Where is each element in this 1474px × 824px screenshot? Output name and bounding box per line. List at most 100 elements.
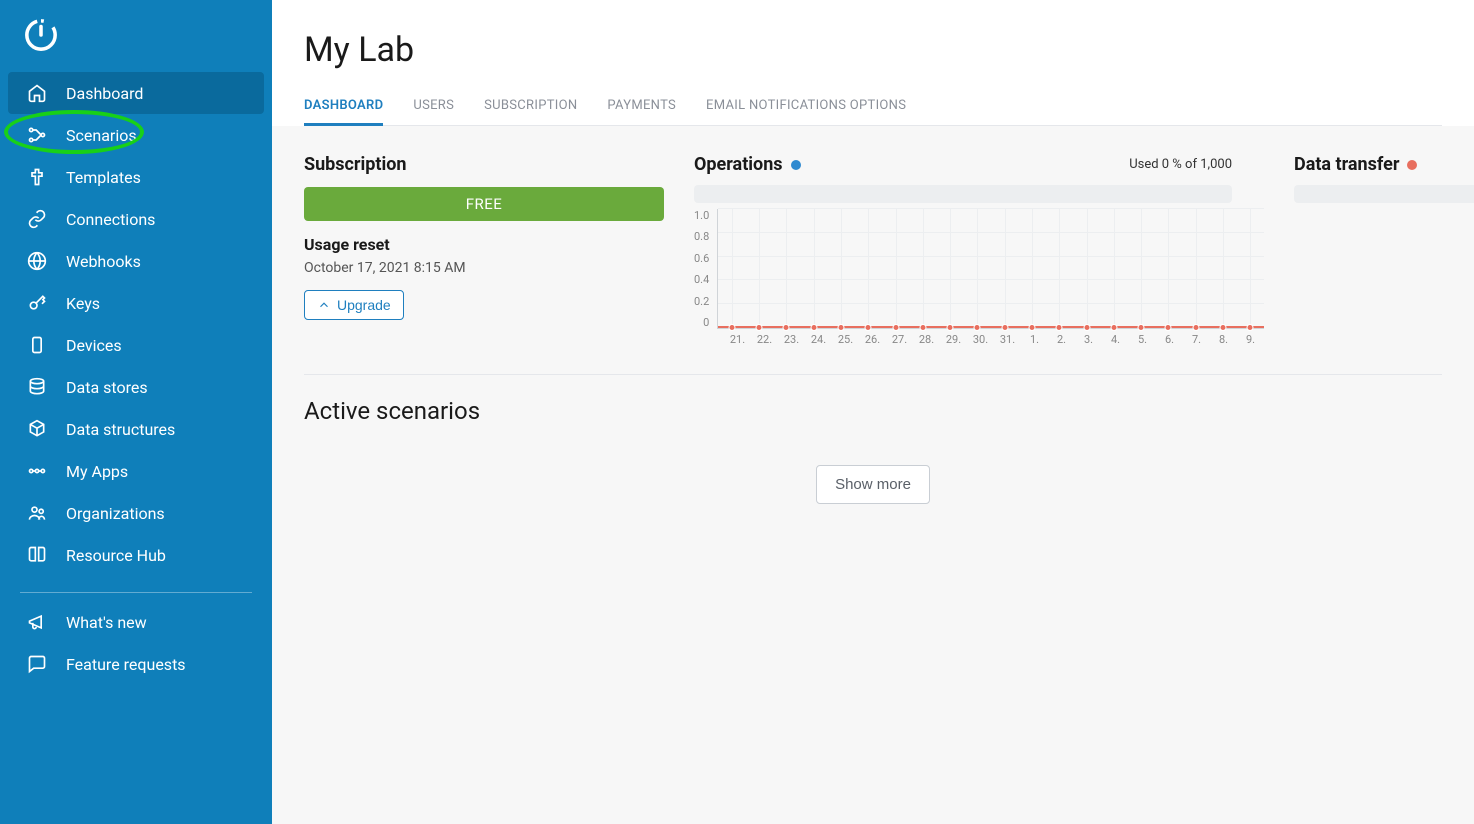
sidebar-item-organizations[interactable]: Organizations xyxy=(8,492,264,534)
tab-dashboard[interactable]: DASHBOARD xyxy=(304,88,383,125)
y-tick: 0.2 xyxy=(694,295,709,308)
chart-point xyxy=(1056,324,1063,331)
x-tick: 5. xyxy=(1129,333,1156,346)
sidebar-item-scenarios[interactable]: Scenarios xyxy=(8,114,264,156)
page-title: My Lab xyxy=(304,30,1442,70)
sidebar-item-label: Organizations xyxy=(66,504,165,523)
sidebar-item-label: Webhooks xyxy=(66,252,141,271)
sidebar-item-label: My Apps xyxy=(66,462,128,481)
operations-progress-bar xyxy=(694,185,1232,203)
x-tick: 31. xyxy=(994,333,1021,346)
organizations-icon xyxy=(26,502,48,524)
x-tick: 24. xyxy=(805,333,832,346)
resourcehub-icon xyxy=(26,544,48,566)
chart-point xyxy=(810,324,817,331)
main: My Lab DASHBOARD USERS SUBSCRIPTION PAYM… xyxy=(272,0,1474,824)
sidebar-item-connections[interactable]: Connections xyxy=(8,198,264,240)
sidebar: Dashboard Scenarios Templates Connection… xyxy=(0,0,272,824)
chart-point xyxy=(1192,324,1199,331)
tabs: DASHBOARD USERS SUBSCRIPTION PAYMENTS EM… xyxy=(304,88,1442,126)
x-tick: 1. xyxy=(1021,333,1048,346)
chart-point xyxy=(1029,324,1036,331)
data-transfer-dot-icon xyxy=(1407,160,1417,170)
usage-reset-value: October 17, 2021 8:15 AM xyxy=(304,260,664,276)
usage-reset-label: Usage reset xyxy=(304,235,664,254)
connections-icon xyxy=(26,208,48,230)
tab-users[interactable]: USERS xyxy=(413,88,454,125)
sidebar-item-label: Devices xyxy=(66,336,122,355)
plan-badge: FREE xyxy=(304,187,664,221)
scenarios-icon xyxy=(26,124,48,146)
sidebar-divider xyxy=(20,592,252,593)
devices-icon xyxy=(26,334,48,356)
chart-point xyxy=(1110,324,1117,331)
topbar: My Lab DASHBOARD USERS SUBSCRIPTION PAYM… xyxy=(272,0,1474,126)
operations-usage-text: Used 0 % of 1,000 xyxy=(1129,157,1232,172)
x-tick: 9. xyxy=(1237,333,1264,346)
y-tick: 1.0 xyxy=(694,209,709,222)
data-transfer-card: Data transfer xyxy=(1294,154,1474,346)
data-transfer-title: Data transfer xyxy=(1294,154,1399,175)
x-tick: 21. xyxy=(724,333,751,346)
sidebar-item-resourcehub[interactable]: Resource Hub xyxy=(8,534,264,576)
sidebar-item-label: Data stores xyxy=(66,378,148,397)
sidebar-item-label: Feature requests xyxy=(66,655,186,674)
chart-point xyxy=(919,324,926,331)
templates-icon xyxy=(26,166,48,188)
upgrade-button[interactable]: Upgrade xyxy=(304,290,404,320)
chart-series-line xyxy=(718,326,1264,328)
sidebar-item-datastores[interactable]: Data stores xyxy=(8,366,264,408)
dashboard-row: Subscription FREE Usage reset October 17… xyxy=(304,154,1474,346)
webhooks-icon xyxy=(26,250,48,272)
chart-point xyxy=(1247,324,1254,331)
chart-point xyxy=(1165,324,1172,331)
sidebar-nav-secondary: What's new Feature requests xyxy=(0,601,272,715)
tab-email-notifications[interactable]: EMAIL NOTIFICATIONS OPTIONS xyxy=(706,88,906,125)
chart-point xyxy=(1138,324,1145,331)
sidebar-item-devices[interactable]: Devices xyxy=(8,324,264,366)
tab-subscription[interactable]: SUBSCRIPTION xyxy=(484,88,577,125)
chart-point xyxy=(1001,324,1008,331)
tab-payments[interactable]: PAYMENTS xyxy=(607,88,676,125)
chart-point xyxy=(947,324,954,331)
comment-icon xyxy=(26,653,48,675)
chart-y-axis: 1.00.80.60.40.20 xyxy=(694,209,717,329)
sidebar-item-whatsnew[interactable]: What's new xyxy=(8,601,264,643)
y-tick: 0 xyxy=(703,316,709,329)
sidebar-item-featurerequests[interactable]: Feature requests xyxy=(8,643,264,685)
y-tick: 0.8 xyxy=(694,230,709,243)
upgrade-button-label: Upgrade xyxy=(337,297,391,313)
x-tick: 26. xyxy=(859,333,886,346)
sidebar-item-label: Dashboard xyxy=(66,84,143,103)
subscription-card: Subscription FREE Usage reset October 17… xyxy=(304,154,664,346)
chart-point xyxy=(974,324,981,331)
chart-point xyxy=(838,324,845,331)
active-scenarios-title: Active scenarios xyxy=(304,397,1474,425)
subscription-title: Subscription xyxy=(304,154,664,175)
megaphone-icon xyxy=(26,611,48,633)
myapps-icon xyxy=(26,460,48,482)
sidebar-item-datastructures[interactable]: Data structures xyxy=(8,408,264,450)
datastores-icon xyxy=(26,376,48,398)
show-more-button[interactable]: Show more xyxy=(816,465,930,504)
operations-title: Operations xyxy=(694,154,783,175)
brand-logo-icon xyxy=(24,18,58,52)
x-tick: 25. xyxy=(832,333,859,346)
section-divider xyxy=(304,374,1442,375)
operations-dot-icon xyxy=(791,160,801,170)
x-tick: 22. xyxy=(751,333,778,346)
chart-point xyxy=(756,324,763,331)
x-tick: 4. xyxy=(1102,333,1129,346)
sidebar-item-templates[interactable]: Templates xyxy=(8,156,264,198)
chart-point xyxy=(783,324,790,331)
chevron-up-icon xyxy=(317,298,331,312)
sidebar-nav: Dashboard Scenarios Templates Connection… xyxy=(0,66,272,584)
y-tick: 0.6 xyxy=(694,252,709,265)
chart-x-axis: 21.22.23.24.25.26.27.28.29.30.31.1.2.3.4… xyxy=(724,333,1264,346)
sidebar-item-dashboard[interactable]: Dashboard xyxy=(8,72,264,114)
sidebar-item-webhooks[interactable]: Webhooks xyxy=(8,240,264,282)
sidebar-item-keys[interactable]: Keys xyxy=(8,282,264,324)
logo xyxy=(0,0,272,66)
chart-point xyxy=(1220,324,1227,331)
sidebar-item-myapps[interactable]: My Apps xyxy=(8,450,264,492)
